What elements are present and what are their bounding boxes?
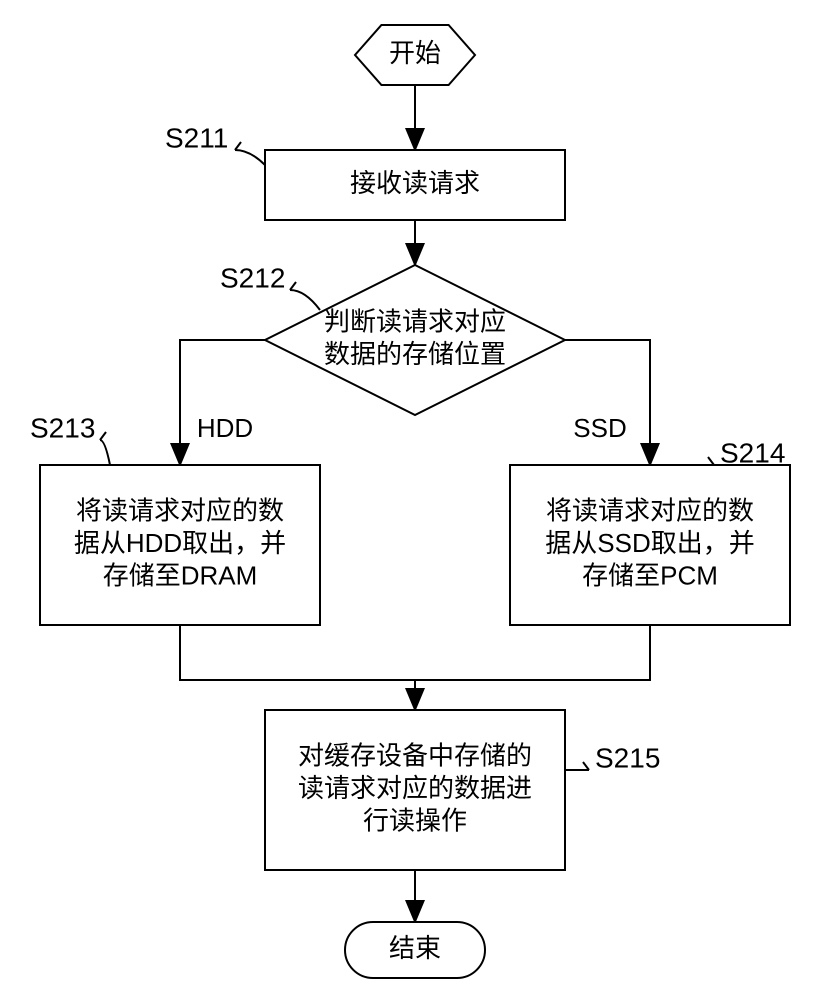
node-s211: 接收读请求 [265,150,565,220]
svg-text:据从HDD取出，并: 据从HDD取出，并 [74,528,286,558]
edge-4 [180,625,415,680]
svg-text:读请求对应的数据进: 读请求对应的数据进 [298,773,532,803]
nodes-layer: 开始接收读请求判断读请求对应数据的存储位置将读请求对应的数据从HDD取出，并存储… [40,25,790,978]
svg-text:存储至PCM: 存储至PCM [582,560,718,590]
svg-text:存储至DRAM: 存储至DRAM [103,560,258,590]
svg-text:S212: S212 [220,262,285,293]
svg-text:接收读请求: 接收读请求 [350,168,480,198]
svg-text:数据的存储位置: 数据的存储位置 [324,339,506,369]
svg-text:S214: S214 [720,437,785,468]
svg-text:S215: S215 [595,742,660,773]
node-s212: 判断读请求对应数据的存储位置 [265,265,565,415]
node-s213: 将读请求对应的数据从HDD取出，并存储至DRAM [40,465,320,625]
edge-2: HDD [180,340,265,465]
svg-text:将读请求对应的数: 将读请求对应的数 [546,495,754,525]
step-label-L215: S215 [565,742,660,773]
svg-text:行读操作: 行读操作 [363,805,467,835]
svg-text:S211: S211 [165,122,228,153]
svg-text:对缓存设备中存储的: 对缓存设备中存储的 [298,740,532,770]
svg-text:结束: 结束 [389,933,441,963]
svg-text:S213: S213 [30,412,95,443]
step-label-L212: S212 [220,262,320,310]
svg-text:SSD: SSD [573,413,626,443]
edge-3: SSD [565,340,650,465]
step-label-L214: S214 [700,437,785,468]
svg-text:HDD: HDD [197,413,253,443]
svg-text:开始: 开始 [389,38,441,68]
edge-5 [415,625,650,680]
node-start: 开始 [355,25,475,85]
svg-text:判断读请求对应: 判断读请求对应 [324,307,506,337]
step-label-L213: S213 [30,412,110,465]
node-s214: 将读请求对应的数据从SSD取出，并存储至PCM [510,465,790,625]
node-s215: 对缓存设备中存储的读请求对应的数据进行读操作 [265,710,565,870]
node-end: 结束 [345,922,485,978]
svg-text:据从SSD取出，并: 据从SSD取出，并 [545,528,754,558]
step-label-L211: S211 [165,122,265,165]
flowchart-canvas: HDDSSD 开始接收读请求判断读请求对应数据的存储位置将读请求对应的数据从HD… [0,0,831,1000]
svg-text:将读请求对应的数: 将读请求对应的数 [76,495,284,525]
